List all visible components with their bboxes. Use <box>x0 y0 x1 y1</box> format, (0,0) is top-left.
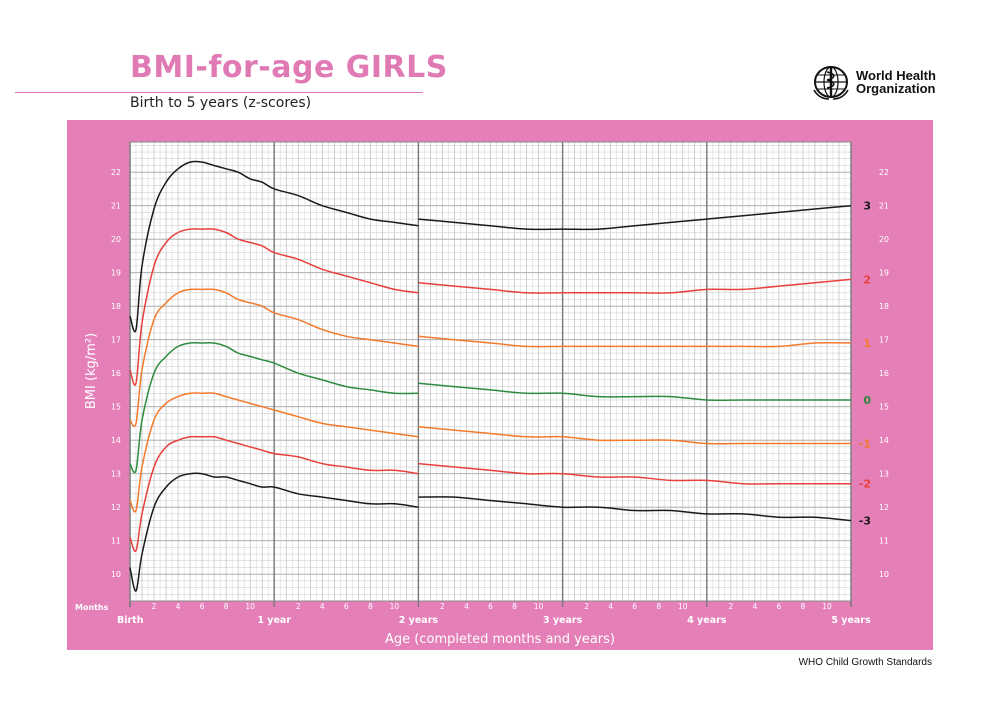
z-curve-1-after-2y <box>418 335 852 348</box>
y-tick-label-right: 10 <box>879 570 889 579</box>
y-tick-label-left: 11 <box>111 537 121 546</box>
z-curve--1-before-2y <box>129 392 419 513</box>
x-month-tick-label: 6 <box>488 602 493 611</box>
x-unit-label: Months <box>75 603 109 612</box>
z-curve-0-after-2y <box>418 382 851 401</box>
x-month-tick-label: 4 <box>752 602 757 611</box>
y-tick-label-left: 15 <box>111 403 121 412</box>
x-month-tick-label: 10 <box>245 602 255 611</box>
y-tick-label-left: 10 <box>111 570 121 579</box>
y-tick-label-left: 17 <box>111 336 121 345</box>
chart-frame: 10 10 11 11 12 12 13 13 14 14 15 15 16 16 17 17 18 18 19 19… <box>67 120 933 650</box>
x-month-tick-label: 2 <box>296 602 301 611</box>
y-tick-label-left: 13 <box>111 470 121 479</box>
z-score-label--1: -1 <box>859 438 871 451</box>
x-month-tick-label: 4 <box>608 602 613 611</box>
x-month-tick-label: 6 <box>200 602 205 611</box>
y-tick-label-left: 20 <box>111 235 121 244</box>
y-tick-label-right: 19 <box>879 269 889 278</box>
z-curve-1-before-2y <box>129 288 419 428</box>
x-month-tick-label: 8 <box>224 602 229 611</box>
title-underline <box>15 92 423 93</box>
y-tick-label-right: 22 <box>879 168 889 177</box>
x-month-tick-label: 8 <box>801 602 806 611</box>
y-tick-label-left: 19 <box>111 269 121 278</box>
x-year-label: 1 year <box>257 615 291 626</box>
y-tick-label-right: 21 <box>879 202 889 211</box>
x-month-tick-label: 10 <box>678 602 688 611</box>
z-curve-3-after-2y <box>418 204 852 231</box>
x-month-tick-label: 10 <box>822 602 832 611</box>
x-month-tick-label: 2 <box>728 602 733 611</box>
z-score-label-3: 3 <box>863 200 871 213</box>
who-emblem-icon <box>813 66 849 100</box>
y-tick-label-left: 18 <box>111 302 121 311</box>
y-tick-label-right: 14 <box>879 436 889 445</box>
who-org-line2: Organization <box>856 81 936 96</box>
y-tick-label-right: 12 <box>879 503 889 512</box>
x-year-label: 4 years <box>687 615 727 626</box>
y-tick-label-right: 16 <box>879 369 889 378</box>
z-curve--3-after-2y <box>418 496 852 522</box>
x-month-tick-label: 6 <box>344 602 349 611</box>
page-subtitle: Birth to 5 years (z-scores) <box>130 95 312 111</box>
y-axis-label: BMI (kg/m²) <box>84 333 99 409</box>
z-score-label--2: -2 <box>859 478 871 491</box>
z-curve-2-after-2y <box>418 278 852 294</box>
z-curve--1-after-2y <box>418 426 851 445</box>
z-score-label-1: 1 <box>863 337 871 350</box>
y-tick-label-right: 17 <box>879 336 889 345</box>
x-month-tick-label: 4 <box>320 602 325 611</box>
y-tick-label-left: 16 <box>111 369 121 378</box>
y-tick-label-left: 14 <box>111 436 121 445</box>
z-curve-2-before-2y <box>129 228 419 386</box>
z-curve-0-before-2y <box>129 342 419 474</box>
who-logo: World Health Organization <box>812 64 936 100</box>
z-score-label-2: 2 <box>863 273 871 286</box>
z-score-label-0: 0 <box>863 394 871 407</box>
x-month-tick-label: 4 <box>464 602 469 611</box>
x-month-tick-label: 8 <box>512 602 517 611</box>
y-tick-label-right: 11 <box>879 537 889 546</box>
y-tick-label-right: 15 <box>879 403 889 412</box>
z-curve--2-after-2y <box>418 462 851 485</box>
x-month-tick-label: 8 <box>656 602 661 611</box>
z-curve--3-before-2y <box>129 472 419 592</box>
y-tick-label-right: 13 <box>879 470 889 479</box>
x-month-tick-label: 2 <box>152 602 157 611</box>
x-month-tick-label: 6 <box>777 602 782 611</box>
x-month-tick-label: 10 <box>390 602 400 611</box>
y-tick-label-left: 12 <box>111 503 121 512</box>
x-year-label: 3 years <box>543 615 583 626</box>
z-curve-3-before-2y <box>129 160 419 333</box>
x-year-label: 5 years <box>831 615 871 626</box>
x-month-tick-label: 4 <box>176 602 181 611</box>
footer-credit: WHO Child Growth Standards <box>798 657 932 668</box>
y-tick-label-left: 22 <box>111 168 121 177</box>
z-score-label--3: -3 <box>859 515 871 528</box>
x-year-label: Birth <box>117 615 144 626</box>
x-month-tick-label: 8 <box>368 602 373 611</box>
z-curve--2-before-2y <box>129 435 419 553</box>
page-title: BMI-for-age GIRLS <box>130 50 448 85</box>
y-tick-label-left: 21 <box>111 202 121 211</box>
who-org-line1: World Health <box>856 68 936 83</box>
x-month-tick-label: 6 <box>632 602 637 611</box>
x-month-tick-label: 10 <box>534 602 544 611</box>
y-tick-label-right: 20 <box>879 235 889 244</box>
x-month-tick-label: 2 <box>584 602 589 611</box>
y-tick-label-right: 18 <box>879 302 889 311</box>
x-month-tick-label: 2 <box>440 602 445 611</box>
x-year-label: 2 years <box>399 615 439 626</box>
x-axis-label: Age (completed months and years) <box>385 632 615 647</box>
